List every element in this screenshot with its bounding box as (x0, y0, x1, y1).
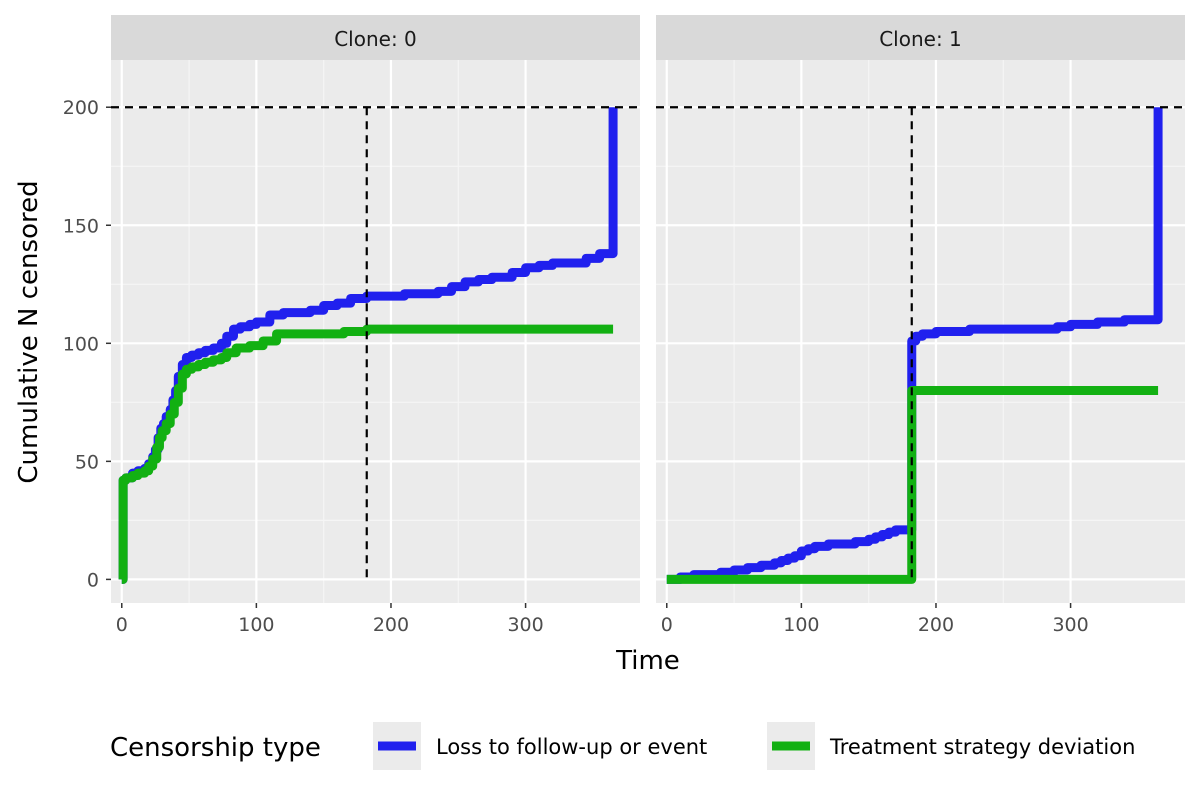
y-axis-title: Cumulative N censored (14, 180, 44, 483)
series-line-loss-to-follow-up (666, 107, 1163, 584)
series-layer-clone-0 (118, 107, 618, 584)
strip-label-clone-1: Clone: 1 (879, 27, 962, 51)
x-tick-label-100: 100 (783, 614, 819, 636)
strip-background-clone-0 (111, 15, 640, 60)
series-line-treatment-deviation (118, 324, 614, 584)
y-tick-label-100: 100 (63, 333, 99, 355)
x-tick-label-200: 200 (373, 614, 409, 636)
x-tick-labels-clone-0: 0 100 200 300 (116, 603, 544, 636)
x-tick-labels-clone-1: 0 100 200 300 (661, 603, 1089, 636)
strip-label-clone-0: Clone: 0 (334, 27, 417, 51)
y-tick-label-150: 150 (63, 215, 99, 237)
legend-title: Censorship type (110, 733, 321, 763)
x-tick-label-0: 0 (116, 614, 128, 636)
grid-clone-1 (656, 60, 1185, 603)
legend-label-loss: Loss to follow-up or event (436, 735, 707, 759)
x-tick-label-300: 300 (507, 614, 543, 636)
y-tick-label-50: 50 (75, 451, 99, 473)
x-tick-label-100: 100 (238, 614, 274, 636)
y-axis: 0 50 100 150 200 (63, 97, 111, 591)
reference-lines-clone-0 (111, 106, 640, 580)
legend: Censorship type Loss to follow-up or eve… (110, 722, 1135, 770)
panel-clone-0: Clone: 0 0 100 200 300 (111, 15, 640, 636)
strip-background-clone-1 (656, 15, 1185, 60)
x-tick-label-200: 200 (918, 614, 954, 636)
x-axis-title: Time (615, 646, 680, 676)
panel-clone-1: Clone: 1 0 100 200 300 (656, 15, 1185, 636)
reference-lines-clone-1 (656, 106, 1185, 580)
y-tick-label-200: 200 (63, 97, 99, 119)
y-tick-label-0: 0 (87, 569, 99, 591)
legend-label-deviation: Treatment strategy deviation (829, 735, 1135, 759)
x-tick-label-300: 300 (1052, 614, 1088, 636)
x-tick-label-0: 0 (661, 614, 673, 636)
